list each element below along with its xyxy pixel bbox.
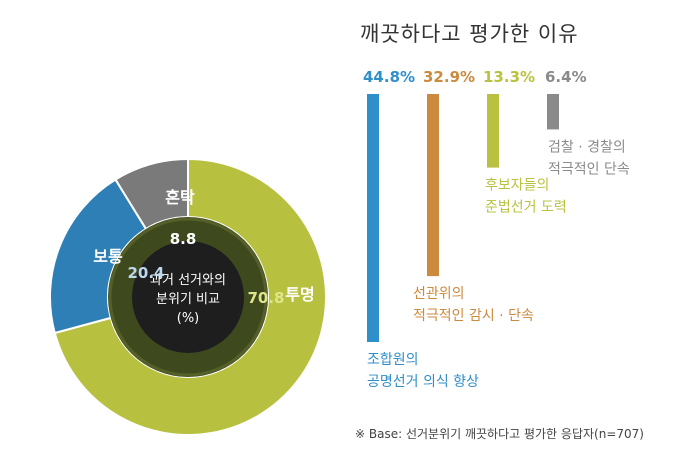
bar-value-label: 13.3% — [483, 68, 535, 86]
bar-value-label: 32.9% — [423, 68, 475, 86]
donut-slice-label: 보통 — [93, 247, 123, 266]
donut-slice-value: 20.4 — [127, 264, 164, 282]
donut-center-title-line: (%) — [177, 311, 200, 326]
donut-slice-label: 투명 — [285, 285, 314, 304]
bar-category-label: 적극적인 단속 — [548, 161, 630, 177]
bar — [367, 94, 379, 342]
bar — [427, 94, 439, 277]
donut-inner-ring-edge — [108, 217, 268, 377]
bar-value-label: 44.8% — [363, 68, 415, 86]
bar — [487, 94, 499, 168]
bar — [547, 94, 559, 130]
donut-center — [132, 241, 244, 353]
bar-chart-title: 깨끗하다고 평가한 이유 — [360, 22, 579, 46]
bar-category-label: 조합원의 — [367, 352, 419, 368]
donut-slice-value: 70.8 — [247, 289, 284, 307]
donut-slice-value: 8.8 — [170, 230, 197, 248]
bar-category-label: 검찰 · 경찰의 — [548, 139, 626, 155]
donut-center-title-line: 분위기 비교 — [156, 292, 220, 307]
bar-category-label: 공명선거 의식 향상 — [367, 374, 479, 390]
bar-category-label: 후보자들의 — [485, 178, 549, 194]
bar-category-label: 적극적인 감시 · 단속 — [413, 308, 534, 324]
bar-value-label: 6.4% — [545, 68, 587, 86]
bar-category-label: 준법선거 도력 — [485, 200, 567, 216]
bar-category-label: 선관위의 — [413, 286, 465, 302]
footnote: ※ Base: 선거분위기 깨끗하다고 평가한 응답자(n=707) — [355, 427, 644, 441]
donut-slice-label: 혼탁 — [165, 188, 195, 207]
donut-center-title-line: 과거 선거와의 — [150, 273, 226, 288]
